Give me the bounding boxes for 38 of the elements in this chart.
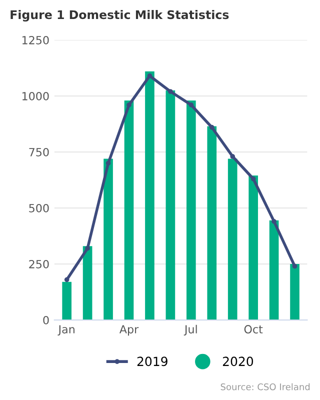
legend-label: 2019 (137, 356, 168, 366)
x-tick-label: Jul (184, 324, 197, 336)
x-tick-label: Jan (58, 325, 74, 336)
bar (186, 100, 196, 320)
y-tick-label: 500 (29, 204, 49, 212)
bar (248, 176, 258, 320)
point (147, 73, 152, 78)
y-tick-label: 1250 (22, 36, 49, 44)
y-tick-label: 250 (29, 260, 49, 268)
point (188, 102, 194, 108)
bar (145, 71, 154, 320)
bar (269, 220, 279, 320)
bar (104, 158, 113, 320)
bar (290, 264, 300, 320)
point (85, 246, 90, 251)
legend-label: 2020 (222, 356, 254, 366)
y-tick-label: 1000 (22, 92, 49, 100)
point (230, 154, 236, 159)
bar (62, 282, 72, 320)
point (64, 277, 70, 282)
bar (207, 126, 217, 320)
bar (82, 246, 92, 320)
point (168, 89, 173, 94)
x-tick-label: Oct (244, 325, 263, 334)
bar (124, 100, 134, 320)
point (250, 176, 256, 182)
point (292, 264, 298, 269)
source-note: Source: CSO Ireland (220, 383, 310, 390)
x-tick-label: Apr (119, 325, 139, 336)
bar (166, 90, 176, 320)
point (126, 102, 132, 108)
chart-title: Figure 1 Domestic Milk Statistics (10, 10, 229, 22)
bar (228, 158, 238, 320)
point (106, 160, 111, 166)
point (272, 219, 276, 224)
point (209, 124, 214, 130)
y-tick-label: 0 (43, 316, 49, 324)
y-tick-label: 750 (29, 148, 49, 156)
